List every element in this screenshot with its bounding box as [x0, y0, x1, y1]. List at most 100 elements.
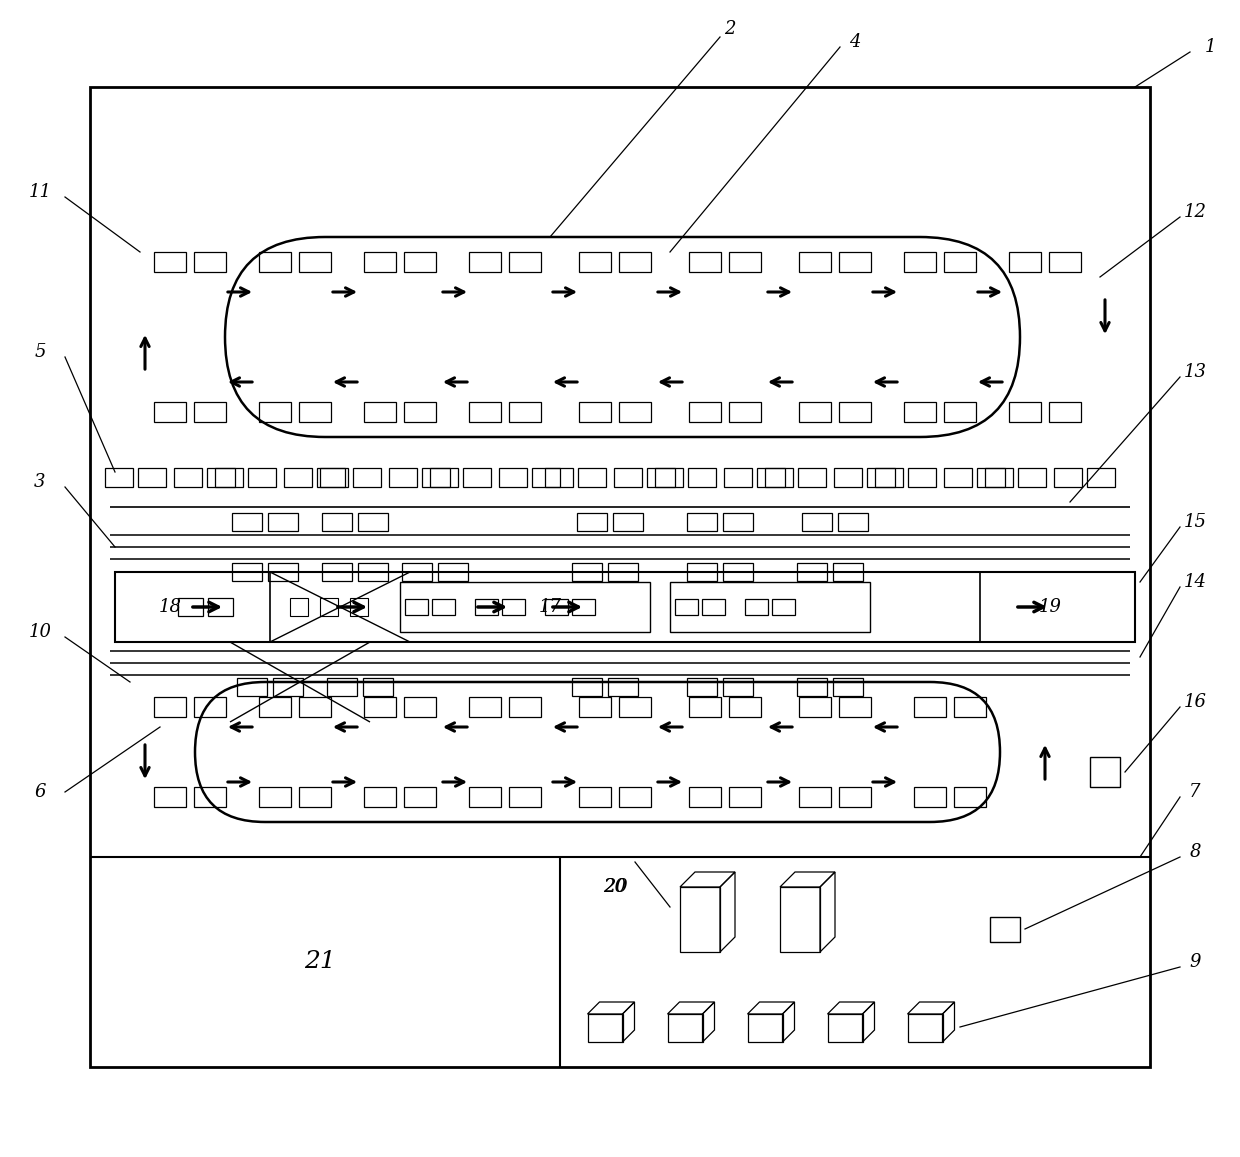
- Bar: [193, 401, 226, 422]
- Bar: [463, 467, 491, 486]
- Bar: [577, 513, 608, 531]
- Bar: [680, 887, 720, 952]
- Bar: [588, 1014, 622, 1042]
- Bar: [389, 467, 417, 486]
- Bar: [1009, 252, 1042, 272]
- Bar: [365, 787, 396, 806]
- Text: 15: 15: [1183, 513, 1207, 531]
- Bar: [502, 599, 525, 616]
- Bar: [619, 697, 651, 717]
- Bar: [154, 697, 186, 717]
- Bar: [193, 252, 226, 272]
- Bar: [508, 697, 541, 717]
- Bar: [835, 467, 862, 486]
- Bar: [365, 252, 396, 272]
- Bar: [1018, 467, 1047, 486]
- Bar: [655, 467, 683, 486]
- Bar: [327, 678, 357, 697]
- Bar: [438, 563, 467, 581]
- Bar: [985, 467, 1013, 486]
- Bar: [232, 513, 262, 531]
- Bar: [404, 787, 436, 806]
- Bar: [317, 467, 345, 486]
- Bar: [546, 599, 568, 616]
- Bar: [290, 598, 308, 616]
- Bar: [954, 787, 986, 806]
- Text: 14: 14: [1183, 573, 1207, 591]
- Bar: [954, 697, 986, 717]
- Bar: [138, 467, 166, 486]
- Text: 8: 8: [1189, 843, 1200, 861]
- Bar: [675, 599, 698, 616]
- Bar: [799, 787, 831, 806]
- Text: 9: 9: [1189, 953, 1200, 971]
- Bar: [115, 572, 1135, 642]
- Text: 20: 20: [603, 878, 627, 896]
- Bar: [193, 787, 226, 806]
- Bar: [723, 563, 753, 581]
- Bar: [688, 467, 715, 486]
- Bar: [799, 467, 826, 486]
- Bar: [799, 252, 831, 272]
- Bar: [745, 599, 768, 616]
- Text: 12: 12: [1183, 202, 1207, 221]
- Bar: [299, 697, 331, 717]
- Bar: [944, 252, 976, 272]
- Bar: [1049, 401, 1081, 422]
- Bar: [613, 513, 644, 531]
- Bar: [619, 401, 651, 422]
- Bar: [268, 563, 298, 581]
- Bar: [827, 1014, 863, 1042]
- Text: 20: 20: [604, 878, 626, 896]
- Bar: [614, 467, 642, 486]
- Bar: [944, 467, 972, 486]
- Bar: [91, 87, 1149, 1067]
- Text: 10: 10: [29, 622, 52, 641]
- Bar: [723, 513, 753, 531]
- Bar: [578, 467, 606, 486]
- Bar: [469, 252, 501, 272]
- Bar: [498, 467, 527, 486]
- Bar: [320, 467, 348, 486]
- Bar: [647, 467, 675, 486]
- Bar: [404, 697, 436, 717]
- Bar: [532, 467, 560, 486]
- Bar: [729, 401, 761, 422]
- Bar: [404, 252, 436, 272]
- Bar: [268, 513, 298, 531]
- Bar: [572, 599, 595, 616]
- Bar: [404, 401, 436, 422]
- Text: 5: 5: [35, 342, 46, 361]
- Bar: [914, 697, 946, 717]
- Bar: [838, 513, 868, 531]
- Bar: [469, 787, 501, 806]
- Bar: [469, 697, 501, 717]
- Bar: [358, 563, 388, 581]
- Bar: [619, 252, 651, 272]
- Bar: [833, 563, 863, 581]
- Bar: [365, 401, 396, 422]
- Bar: [363, 678, 393, 697]
- Bar: [839, 401, 870, 422]
- Bar: [237, 678, 267, 697]
- Bar: [990, 918, 1021, 942]
- Bar: [259, 697, 291, 717]
- Bar: [322, 513, 352, 531]
- Bar: [608, 563, 639, 581]
- Bar: [980, 572, 1135, 642]
- Bar: [401, 582, 650, 632]
- Bar: [977, 467, 1004, 486]
- Text: 4: 4: [849, 34, 861, 51]
- Bar: [797, 563, 827, 581]
- Bar: [729, 697, 761, 717]
- Text: 6: 6: [35, 783, 46, 801]
- Bar: [689, 401, 720, 422]
- Bar: [299, 401, 331, 422]
- Text: 18: 18: [159, 598, 181, 616]
- Bar: [833, 678, 863, 697]
- Bar: [799, 697, 831, 717]
- Bar: [908, 467, 936, 486]
- Bar: [839, 787, 870, 806]
- Bar: [405, 599, 428, 616]
- Bar: [154, 787, 186, 806]
